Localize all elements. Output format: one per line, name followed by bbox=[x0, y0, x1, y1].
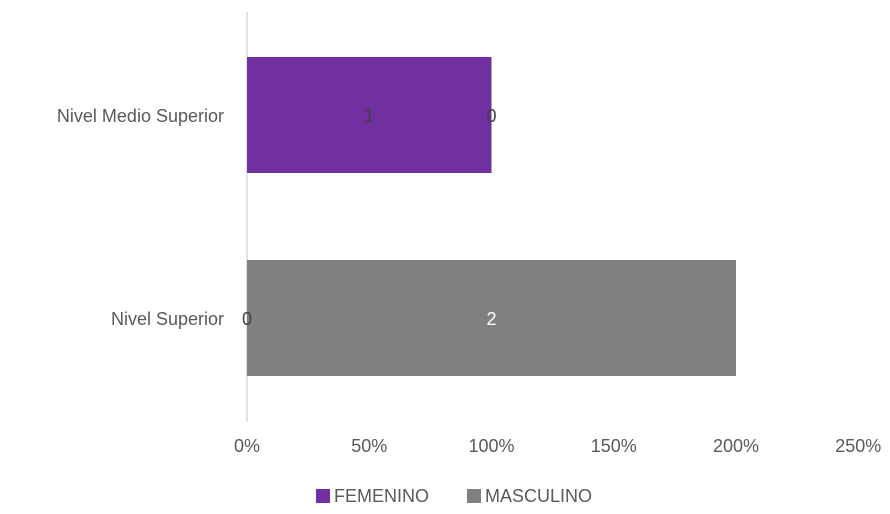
x-tick-label-3: 150% bbox=[591, 436, 637, 456]
category-label-2: Nivel Superior bbox=[111, 309, 224, 329]
legend-swatch-femenino bbox=[316, 489, 330, 503]
legend-label-femenino: FEMENINO bbox=[334, 486, 429, 506]
bar-masculino-2 bbox=[247, 260, 736, 376]
x-tick-label-4: 200% bbox=[713, 436, 759, 456]
x-tick-label-5: 250% bbox=[835, 436, 881, 456]
category-labels: Nivel Medio Superior Nivel Superior bbox=[57, 106, 224, 329]
data-labels-layer: 1 0 0 2 bbox=[242, 106, 497, 329]
x-axis-tick-labels: 0% 50% 100% 150% 200% 250% bbox=[234, 436, 881, 456]
x-tick-label-1: 50% bbox=[351, 436, 387, 456]
x-tick-label-0: 0% bbox=[234, 436, 260, 456]
data-label-femenino-1: 1 bbox=[364, 106, 374, 126]
bars-layer bbox=[247, 57, 736, 376]
data-label-masculino-1: 0 bbox=[486, 106, 496, 126]
legend-swatch-masculino bbox=[467, 489, 481, 503]
data-label-femenino-2: 0 bbox=[242, 309, 252, 329]
legend: FEMENINO MASCULINO bbox=[316, 486, 592, 506]
x-tick-label-2: 100% bbox=[468, 436, 514, 456]
category-label-1: Nivel Medio Superior bbox=[57, 106, 224, 126]
data-label-masculino-2: 2 bbox=[486, 309, 496, 329]
legend-label-masculino: MASCULINO bbox=[485, 486, 592, 506]
bar-femenino-1 bbox=[247, 57, 492, 173]
